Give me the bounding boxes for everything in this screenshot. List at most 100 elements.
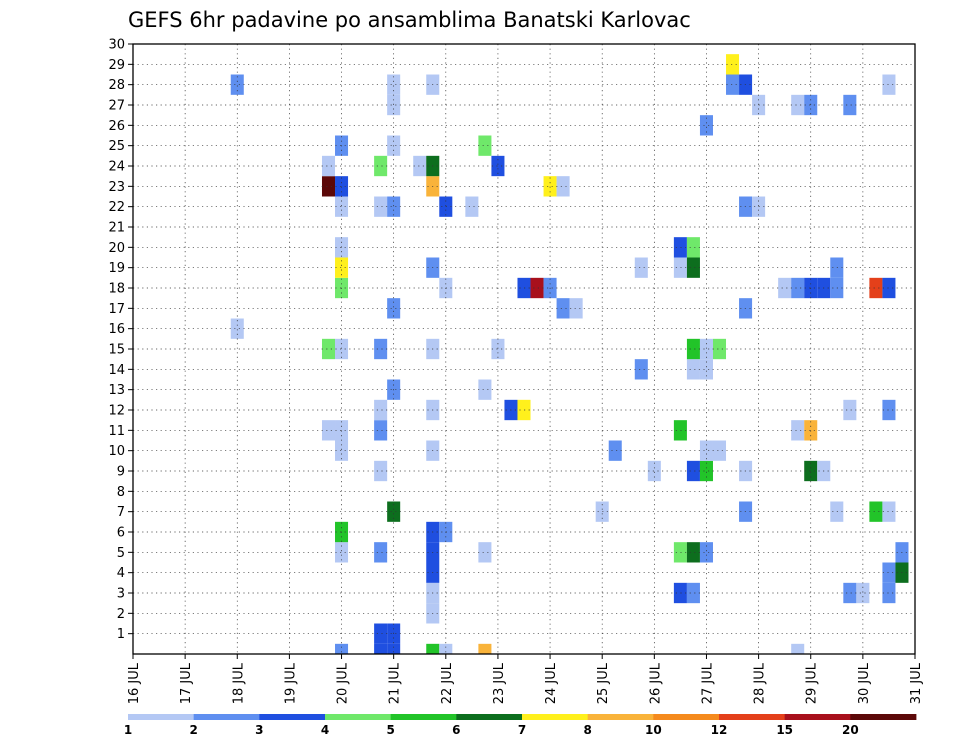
ensemble-cell xyxy=(869,501,883,522)
ensemble-cell xyxy=(374,155,388,177)
colorbar-swatch xyxy=(719,714,786,720)
ensemble-cell xyxy=(374,542,388,563)
colorbar-label: 2 xyxy=(189,723,197,737)
y-tick-label: 24 xyxy=(108,160,125,175)
colorbar-swatch xyxy=(653,714,720,720)
ensemble-cell xyxy=(699,338,713,360)
ensemble-cell xyxy=(478,135,492,156)
ensemble-cell xyxy=(778,277,792,299)
y-tick-label: 9 xyxy=(117,465,125,480)
ensemble-cell xyxy=(491,155,505,177)
ensemble-cell xyxy=(230,74,244,95)
ensemble-cell xyxy=(478,542,492,563)
y-tick-label: 20 xyxy=(108,241,125,256)
ensemble-cell xyxy=(830,257,844,278)
x-axis: 16 JUL 17 JUL 18 JUL 19 JUL 20 JUL 21 JUL 22 J… xyxy=(127,654,924,704)
colorbar-label: 6 xyxy=(452,723,460,737)
ensemble-cell xyxy=(387,643,401,654)
x-tick-label: 24 JUL xyxy=(544,662,559,704)
colorbar-swatch xyxy=(850,714,917,720)
colorbar-swatch xyxy=(390,714,457,720)
ensemble-cell xyxy=(830,277,844,299)
chart-title: GEFS 6hr padavine po ansamblima Banatski… xyxy=(128,8,691,32)
colorbar-label: 10 xyxy=(645,723,662,737)
ensemble-cell xyxy=(556,298,570,319)
y-tick-label: 22 xyxy=(108,200,125,215)
y-tick-label: 8 xyxy=(117,485,125,500)
y-tick-label: 21 xyxy=(108,221,125,236)
x-tick-label: 30 JUL xyxy=(857,662,872,704)
ensemble-cell xyxy=(686,359,700,380)
colorbar-label: 4 xyxy=(321,723,329,737)
y-axis: 1234567891011121314151617181920212223242… xyxy=(108,38,133,642)
ensemble-cell xyxy=(726,74,740,95)
y-tick-label: 7 xyxy=(117,505,125,520)
grid-lines xyxy=(133,44,915,654)
ensemble-cell xyxy=(387,298,401,319)
ensemble-cell xyxy=(387,74,401,95)
y-tick-label: 27 xyxy=(108,99,125,114)
ensemble-cell xyxy=(321,338,336,360)
y-tick-label: 25 xyxy=(108,139,125,154)
x-tick-label: 18 JUL xyxy=(231,662,246,704)
ensemble-cell xyxy=(321,420,336,441)
x-tick-label: 22 JUL xyxy=(440,662,455,704)
ensemble-cell xyxy=(230,318,244,339)
ensemble-cell xyxy=(374,643,388,654)
colorbar-label: 15 xyxy=(776,723,793,737)
y-tick-label: 5 xyxy=(117,546,125,561)
y-tick-label: 23 xyxy=(108,180,125,195)
y-tick-label: 16 xyxy=(108,322,125,337)
ensemble-cell xyxy=(321,176,336,197)
ensemble-cell xyxy=(882,562,896,583)
colorbar-swatch xyxy=(456,714,523,720)
ensemble-cell xyxy=(335,176,349,197)
ensemble-cell xyxy=(478,643,492,654)
y-tick-label: 15 xyxy=(108,343,125,358)
ensemble-cell xyxy=(791,643,805,654)
ensemble-cell xyxy=(634,257,648,278)
ensemble-cell xyxy=(699,542,713,563)
ensemble-cell xyxy=(374,338,388,360)
ensemble-cell xyxy=(791,420,805,441)
colorbar-label: 7 xyxy=(518,723,526,737)
y-tick-label: 1 xyxy=(117,627,125,642)
ensemble-cell xyxy=(569,298,583,319)
ensemble-cell xyxy=(387,196,401,217)
ensemble-cell xyxy=(804,420,818,441)
ensemble-cell xyxy=(335,440,349,461)
colorbar-swatch xyxy=(193,714,260,720)
ensemble-cell xyxy=(686,237,700,258)
colorbar-swatch xyxy=(784,714,851,720)
ensemble-cell xyxy=(426,643,440,654)
ensemble-cell xyxy=(830,501,844,522)
ensemble-cell xyxy=(439,196,453,217)
ensemble-cell xyxy=(321,155,336,177)
y-tick-label: 29 xyxy=(108,58,125,73)
y-tick-label: 12 xyxy=(108,404,125,419)
ensemble-cell xyxy=(374,420,388,441)
colorbar-label: 3 xyxy=(255,723,263,737)
ensemble-cell xyxy=(686,338,700,360)
y-tick-label: 2 xyxy=(117,607,125,622)
ensemble-cells xyxy=(230,54,909,654)
x-tick-label: 21 JUL xyxy=(388,662,403,704)
ensemble-cell xyxy=(699,359,713,380)
ensemble-cell xyxy=(686,257,700,278)
ensemble-cell xyxy=(843,94,857,116)
x-tick-label: 28 JUL xyxy=(753,662,768,704)
x-tick-label: 29 JUL xyxy=(805,662,820,704)
y-tick-label: 26 xyxy=(108,119,125,134)
ensemble-cell xyxy=(413,155,427,177)
x-tick-label: 23 JUL xyxy=(492,662,507,704)
colorbar-swatch xyxy=(587,714,654,720)
ensemble-cell xyxy=(335,257,349,278)
ensemble-cell xyxy=(335,420,349,441)
ensemble-cell xyxy=(686,460,700,482)
ensemble-cell xyxy=(374,399,388,421)
ensemble-cell xyxy=(608,440,622,461)
ensemble-cell xyxy=(465,196,479,217)
ensemble-cell xyxy=(543,176,557,197)
x-tick-label: 17 JUL xyxy=(179,662,194,704)
colorbar-swatch xyxy=(128,714,195,720)
